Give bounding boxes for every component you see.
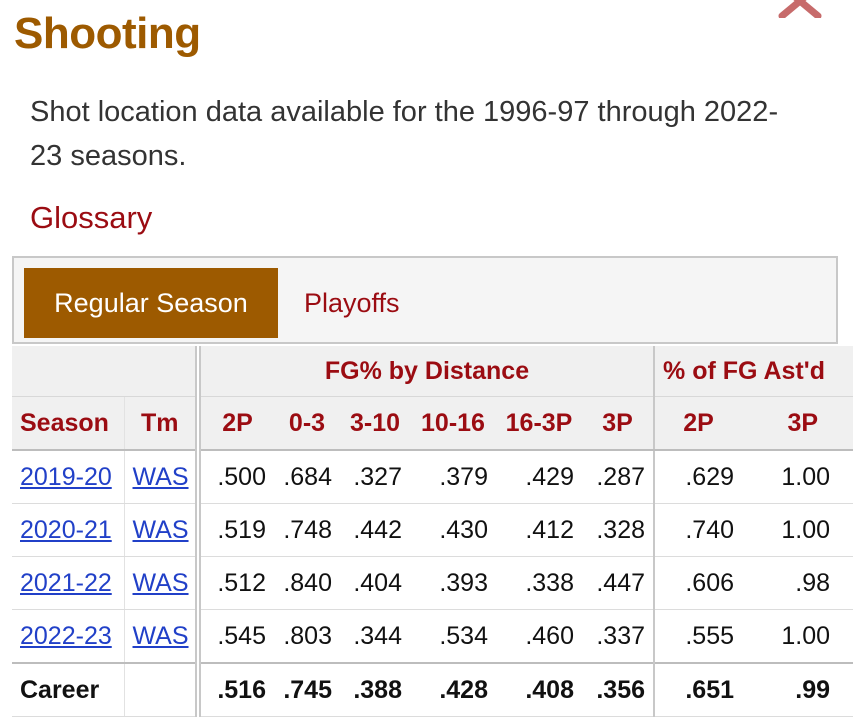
cell-ast-3p: 1.00: [742, 450, 853, 504]
cell-2p: .500: [195, 450, 274, 504]
career-row: Career .516 .745 .388 .428 .408 .356 .65…: [12, 662, 853, 717]
cell-3-10: .442: [340, 503, 410, 557]
cell-3p: .337: [582, 609, 655, 664]
team-link[interactable]: WAS: [132, 568, 189, 597]
table-row: 2020-21 WAS .519 .748 .442 .430 .412 .32…: [12, 503, 853, 557]
season-link[interactable]: 2020-21: [20, 515, 112, 544]
career-0-3: .745: [274, 662, 340, 717]
cell-0-3: .840: [274, 556, 340, 610]
header-3-10[interactable]: 3-10: [340, 396, 410, 451]
cell-3p: .447: [582, 556, 655, 610]
header-10-16[interactable]: 10-16: [410, 396, 496, 451]
cell-10-16: .393: [410, 556, 496, 610]
cell-ast-3p: 1.00: [742, 503, 853, 557]
tab-bar: Regular Season Playoffs: [12, 256, 838, 344]
header-team[interactable]: Tm: [123, 396, 198, 451]
over-header-blank: [12, 346, 198, 397]
header-0-3[interactable]: 0-3: [274, 396, 340, 451]
cell-2p: .519: [195, 503, 274, 557]
glossary-link[interactable]: Glossary: [30, 200, 153, 235]
tab-regular-season[interactable]: Regular Season: [24, 268, 278, 338]
table-row: 2021-22 WAS .512 .840 .404 .393 .338 .44…: [12, 556, 853, 610]
cell-16-3p: .460: [496, 609, 582, 664]
page-title: Shooting: [14, 9, 201, 58]
career-team-blank: [123, 662, 198, 717]
cell-16-3p: .412: [496, 503, 582, 557]
cell-3-10: .344: [340, 609, 410, 664]
cell-ast-2p: .629: [653, 450, 743, 504]
career-10-16: .428: [410, 662, 496, 717]
cell-ast-2p: .740: [653, 503, 743, 557]
cell-3-10: .327: [340, 450, 410, 504]
table-row: 2022-23 WAS .545 .803 .344 .534 .460 .33…: [12, 609, 853, 664]
cell-ast-2p: .555: [653, 609, 743, 664]
cell-0-3: .748: [274, 503, 340, 557]
fg-by-distance-header: FG% by Distance: [194, 346, 655, 397]
column-header-row: Season Tm 2P 0-3 3-10 10-16 16-3P 3P 2P …: [12, 396, 853, 451]
team-link[interactable]: WAS: [132, 462, 189, 491]
cell-10-16: .534: [410, 609, 496, 664]
tab-playoffs[interactable]: Playoffs: [304, 288, 400, 318]
cell-0-3: .684: [274, 450, 340, 504]
cell-ast-3p: 1.00: [742, 609, 853, 664]
season-link[interactable]: 2022-23: [20, 621, 112, 650]
header-ast-2p[interactable]: 2P: [653, 396, 743, 451]
career-3p: .356: [582, 662, 655, 717]
career-2p: .516: [195, 662, 274, 717]
cell-3-10: .404: [340, 556, 410, 610]
header-season[interactable]: Season: [12, 396, 124, 451]
cell-10-16: .379: [410, 450, 496, 504]
career-16-3p: .408: [496, 662, 582, 717]
header-ast-3p[interactable]: 3P: [742, 396, 853, 451]
cell-2p: .545: [195, 609, 274, 664]
career-3-10: .388: [340, 662, 410, 717]
over-header-row: FG% by Distance % of FG Ast'd: [12, 346, 853, 397]
header-2p[interactable]: 2P: [195, 396, 274, 451]
season-link[interactable]: 2019-20: [20, 462, 112, 491]
fg-assisted-header: % of FG Ast'd: [653, 346, 853, 397]
header-3p[interactable]: 3P: [582, 396, 655, 451]
cell-0-3: .803: [274, 609, 340, 664]
cell-ast-2p: .606: [653, 556, 743, 610]
career-ast-3p: .99: [742, 662, 853, 717]
description-text: Shot location data available for the 199…: [30, 96, 779, 172]
header-16-3p[interactable]: 16-3P: [496, 396, 582, 451]
career-label: Career: [12, 662, 124, 717]
cell-2p: .512: [195, 556, 274, 610]
cell-3p: .328: [582, 503, 655, 557]
cell-3p: .287: [582, 450, 655, 504]
shooting-table-container[interactable]: FG% by Distance % of FG Ast'd Season Tm …: [12, 346, 853, 720]
team-link[interactable]: WAS: [132, 515, 189, 544]
close-icon[interactable]: [776, 0, 824, 18]
table-row: 2019-20 WAS .500 .684 .327 .379 .429 .28…: [12, 450, 853, 504]
career-ast-2p: .651: [653, 662, 743, 717]
season-link[interactable]: 2021-22: [20, 568, 112, 597]
cell-16-3p: .338: [496, 556, 582, 610]
cell-10-16: .430: [410, 503, 496, 557]
team-link[interactable]: WAS: [132, 621, 189, 650]
shooting-table: FG% by Distance % of FG Ast'd Season Tm …: [12, 346, 853, 717]
cell-16-3p: .429: [496, 450, 582, 504]
cell-ast-3p: .98: [742, 556, 853, 610]
